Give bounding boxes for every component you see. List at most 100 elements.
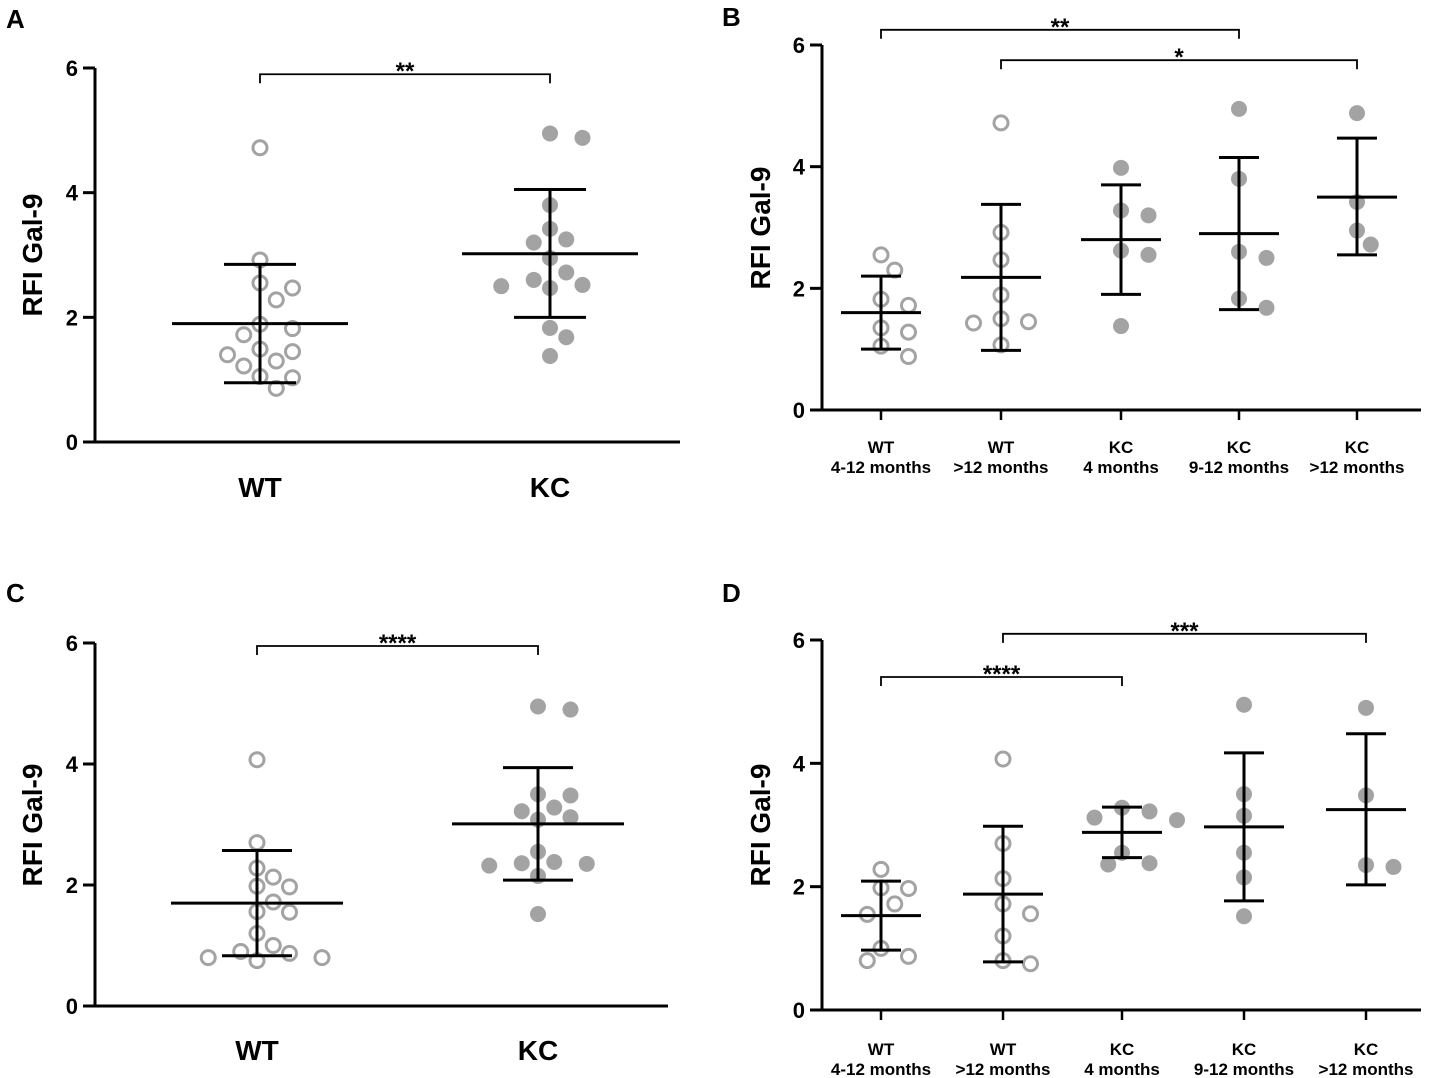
y-tick-label: 4 [66,752,79,777]
data-point [251,139,269,157]
data-point [1349,105,1365,122]
data-point [235,357,253,375]
data-point [1258,249,1275,266]
y-tick-label: 6 [66,56,78,81]
x-category-label: KC [530,472,570,503]
data-point [313,949,331,967]
y-tick-label: 0 [793,398,805,423]
data-point [493,278,510,295]
panel-letter: A [6,4,25,34]
y-tick-label: 4 [66,181,79,206]
data-point [546,854,563,871]
data-point [281,878,298,896]
data-point [542,347,558,364]
data-point [530,906,546,923]
x-category-label: KC [1109,438,1134,457]
data-point [1100,856,1117,873]
panel-letter: C [6,578,25,608]
data-point [994,750,1012,768]
y-tick-label: 0 [793,998,805,1023]
data-point [513,855,530,872]
data-point [513,803,530,820]
data-point [1141,855,1158,872]
x-category-label: KC [1227,438,1252,457]
x-category-label: >12 months [1310,458,1405,477]
x-category-label: WT [990,1040,1017,1059]
data-point [1258,299,1275,316]
data-point [1020,313,1037,331]
x-category-label: WT [868,438,895,457]
data-point [1113,159,1129,176]
significance-bracket [1000,59,1358,70]
x-category-label: 4-12 months [831,458,931,477]
x-category-label: WT [868,1040,895,1059]
data-point [886,895,904,913]
data-point [992,114,1010,132]
significance-bracket [259,73,551,84]
x-category-label: WT [235,1035,279,1066]
significance-label: **** [379,630,417,657]
data-point [872,860,890,878]
significance-label: * [1174,44,1184,71]
panel-a: A RFI Gal-9 0 2 4 6 WT KC ** [6,4,680,503]
data-point [1140,207,1157,224]
data-point [267,291,285,309]
data-point [1385,858,1402,875]
significance-bracket [1002,632,1367,643]
data-point [900,880,917,898]
data-point [284,343,301,361]
data-point [558,264,575,281]
y-tick-label: 6 [793,33,805,58]
x-category-label: 9-12 months [1189,458,1289,477]
x-category-label: KC [1354,1040,1379,1059]
data-point [264,868,282,886]
data-point [965,314,982,332]
data-point [546,799,563,816]
y-axis-label: RFI Gal-9 [17,194,48,317]
y-axis-label: RFI Gal-9 [17,764,48,887]
data-point [558,231,575,248]
panel-c: C RFI Gal-9 0 2 4 6 WT KC **** [6,578,668,1066]
y-tick-label: 0 [66,994,78,1019]
x-category-label: KC [518,1035,558,1066]
data-point [1236,696,1252,713]
data-point [858,952,876,970]
y-tick-label: 2 [793,875,805,900]
panel-letter: D [722,578,741,608]
data-point [235,326,253,344]
data-point [900,947,917,965]
data-point [219,346,236,364]
y-axis-label: RFI Gal-9 [745,764,776,887]
data-point [199,949,217,967]
significance-label: ** [1051,14,1070,41]
significance-label: **** [983,661,1021,688]
data-point [574,129,591,146]
x-category-label: KC [1232,1040,1257,1059]
data-point [558,329,575,346]
data-point [248,751,266,769]
y-tick-label: 2 [66,305,78,330]
data-point [900,296,917,314]
significance-label: ** [396,58,415,85]
data-point [248,834,266,852]
data-point [542,125,558,142]
data-point [264,937,282,954]
data-point [530,698,546,715]
y-tick-label: 2 [793,276,805,301]
y-tick-label: 0 [66,430,78,455]
data-point [281,944,298,962]
data-point [267,352,285,370]
data-point [1236,908,1252,925]
x-category-label: >12 months [1319,1060,1414,1078]
significance-bracket [880,676,1123,686]
data-point [1362,236,1379,253]
x-category-label: 4 months [1083,458,1159,477]
data-point [574,276,591,293]
x-category-label: KC [1345,438,1370,457]
x-category-label: WT [238,472,282,503]
data-point [1086,809,1103,826]
data-point [562,701,579,718]
data-point [284,279,301,297]
